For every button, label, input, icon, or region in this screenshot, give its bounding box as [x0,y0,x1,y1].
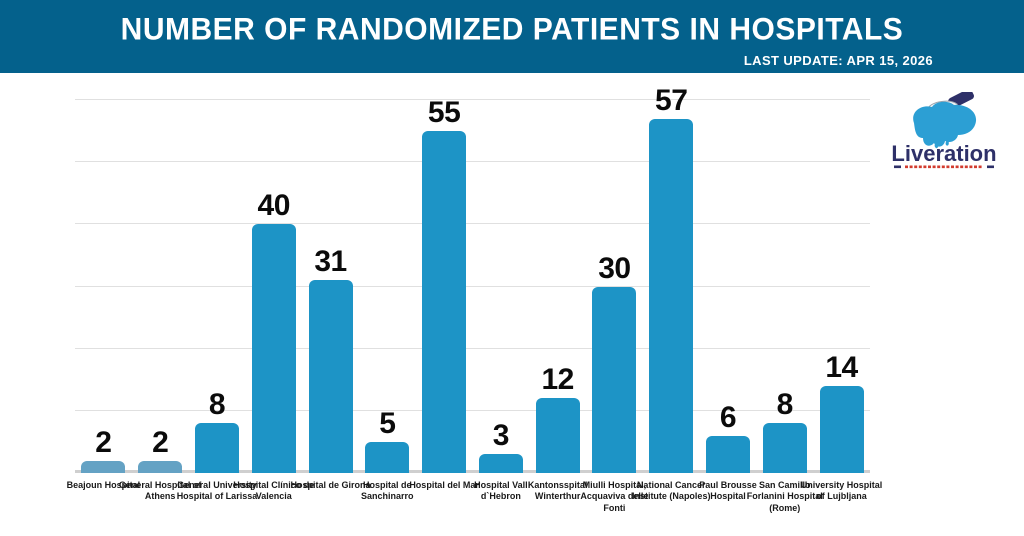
category-label: Paul Brousse Hospital [699,480,757,502]
bar-slot: 8 [189,100,246,473]
bars-row: 2 2 8 40 31 5 55 3 12 30 57 6 8 14 [75,85,870,473]
bar [138,460,183,473]
label-slot: Hospital del Mar [409,480,479,514]
gridline [75,99,870,100]
bar-slot: 6 [700,100,757,473]
label-slot: Hospital Clínico de Valencia [233,480,314,514]
bar [705,435,750,473]
category-label: Kantonsspital Winterthur [527,480,588,502]
bar-chart: 2 2 8 40 31 5 55 3 12 30 57 6 8 14 [75,85,870,473]
label-slot: University Hospital of Lujbljana [801,480,883,514]
bar-value-label: 8 [208,388,226,422]
liver-drip [945,140,949,146]
bar-value-label: 3 [492,419,510,453]
label-slot: Paul Brousse Hospital [699,480,757,514]
gridline [75,347,870,349]
bar-value-label: 12 [541,363,574,397]
bar-slot: 8 [756,100,813,473]
bar [251,224,296,473]
header-banner: NUMBER OF RANDOMIZED PATIENTS IN HOSPITA… [0,0,1024,73]
label-slot: San Camillo Forlanini Hospital (Rome) [747,480,823,514]
category-label: Beajoun Hospital [66,480,141,490]
liver-logo-graphic: Liveration [891,88,997,169]
category-label: Hospital Vall d`Hebron [474,480,528,502]
bar [81,460,126,473]
bar-value-label: 31 [314,245,347,279]
category-label: Hospital del Mar [409,480,479,490]
category-label: University Hospital of Lujbljana [800,480,883,502]
bar [649,118,694,473]
bar [535,398,580,473]
bar-slot: 55 [416,96,473,473]
logo-tagline-dash [894,165,901,169]
category-label: Hospital de Girona [290,480,371,490]
label-slot: General Hospital of Athens [119,480,202,514]
label-slot: Kantonsspital Winterthur [528,480,588,514]
label-slot: General University Hospital of Larissa [177,480,258,514]
page-title: NUMBER OF RANDOMIZED PATIENTS IN HOSPITA… [120,12,904,47]
gridline [75,285,870,287]
bar [194,423,239,473]
bar-slot: 57 [643,85,700,473]
category-label: General Hospital of Athens [118,480,202,502]
bar-value-label: 57 [655,83,688,117]
last-update-text: LAST UPDATE: APR 15, 2026 [743,53,933,68]
liveration-logo: Liveration [878,88,1010,174]
bar-slot: 12 [529,100,586,473]
bar-slot: 5 [359,100,416,473]
label-slot: Hospital de Sanchinarro [359,480,416,514]
bar [819,385,864,473]
bar [478,454,523,473]
category-label: General University Hospital of Larissa [176,480,258,502]
label-slot: National Cancer Institute (Napoles) [632,480,711,514]
bar [365,441,410,473]
liver-drip [934,142,939,149]
label-slot: Hospital de Girona [291,480,371,514]
bar-slot: 14 [813,100,870,473]
bar-slot: 40 [245,100,302,473]
category-label: National Cancer Institute (Napoles) [631,480,711,502]
category-axis: Beajoun Hospital General Hospital of Athe… [67,480,883,514]
gridline [75,409,870,411]
gridline [75,161,870,163]
bar-value-label: 40 [257,189,291,223]
bar-value-label: 5 [379,406,396,440]
logo-tagline-dash [987,165,994,169]
label-slot: Beajoun Hospital [67,480,141,514]
bar [308,280,353,473]
logo-wordmark: Liveration [891,141,996,166]
liver-icon [913,101,977,147]
category-label: San Camillo Forlanini Hospital (Rome) [746,480,823,513]
bar-value-label: 8 [776,388,794,422]
category-label: Hospital de Sanchinarro [361,480,414,502]
gridline [75,223,870,225]
bar-value-label: 6 [719,400,737,434]
bar [422,131,467,473]
bar-value-label: 14 [825,350,858,384]
bar [762,423,807,473]
category-label: Miulli Hospital, Acquaviva delle Fonti [580,480,649,513]
bar-slot: 3 [472,100,529,473]
bar-value-label: 2 [95,425,112,459]
bar-value-label: 2 [152,425,169,459]
category-label: Hospital Clínico de Valencia [233,480,315,502]
bar-slot: 2 [75,100,132,473]
bar-slot: 31 [302,100,359,473]
label-slot: Miulli Hospital, Acquaviva delle Fonti [580,480,648,514]
bar [592,286,637,473]
x-axis-baseline [75,470,870,473]
bar-value-label: 30 [598,251,631,285]
bar-slot: 2 [132,100,189,473]
label-slot: Hospital Vall d`Hebron [472,480,529,514]
bar-value-label: 55 [427,96,461,130]
bar-slot: 30 [586,100,643,473]
